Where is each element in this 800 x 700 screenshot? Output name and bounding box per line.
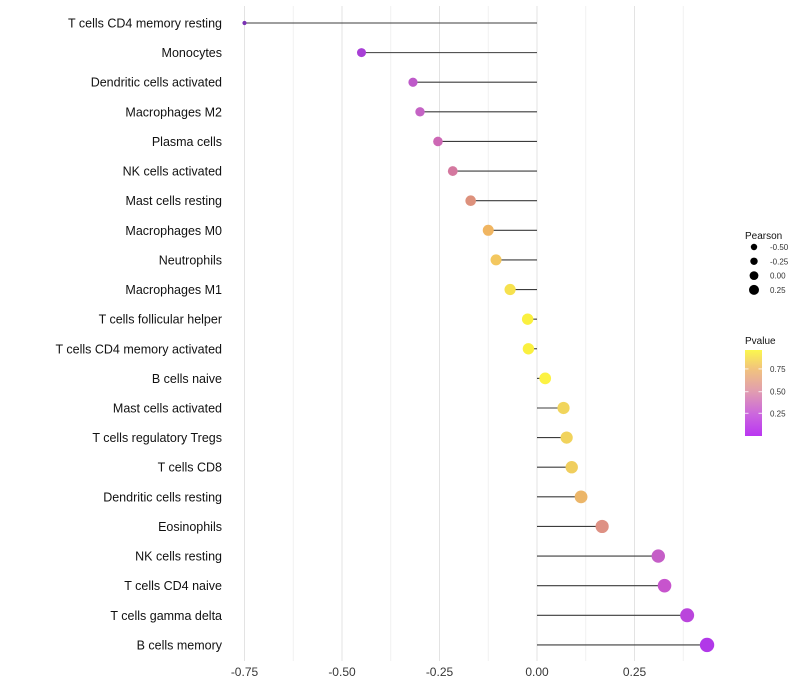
pearson-legend-dot [750,243,758,251]
chart-rows: T cells CD4 memory resting Monocytes Dendr… [56,17,715,653]
lollipop-dot [565,461,578,474]
pvalue-legend-title: Pvalue [745,336,776,347]
lollipop-dot [482,224,494,236]
pearson-size-legend: Pearson -0.50 -0.25 0.00 0.25 [745,231,789,295]
y-axis-label: NK cells activated [123,165,222,179]
lollipop-dot [651,549,665,563]
chart-row: Eosinophils [158,519,609,534]
lollipop-dot [465,195,477,206]
chart-row: Mast cells activated [113,401,570,415]
chart-row: Neutrophils [159,253,537,267]
lollipop-dot [242,20,247,26]
x-tick-label: -0.75 [231,665,259,679]
pearson-legend-entries: -0.50 -0.25 0.00 0.25 [749,243,789,295]
lollipop-dot [522,343,535,355]
lollipop-dot [504,283,516,296]
chart-row: T cells CD4 naive [124,578,672,593]
chart-row: B cells memory [137,637,715,653]
pvalue-gradient-bar [745,350,762,436]
pearson-legend-label: -0.25 [770,257,789,266]
lollipop-dot [557,401,570,415]
y-axis-label: T cells CD4 memory activated [56,342,223,356]
pearson-legend-dot [750,257,758,265]
pearson-legend-dot [749,271,759,280]
y-axis-label: Plasma cells [152,135,222,149]
lollipop-dot [357,48,366,58]
lollipop-dot [680,608,695,623]
x-tick-label: -0.50 [328,665,356,679]
lollipop-dot [433,136,443,147]
y-axis-label: Mast cells resting [125,194,222,208]
chart-row: Monocytes [162,46,537,60]
y-axis-label: NK cells resting [135,550,222,564]
y-axis-label: T cells gamma delta [110,609,222,623]
chart-row: Macrophages M1 [125,283,537,297]
x-tick-label: 0.00 [525,665,549,679]
chart-row: Mast cells resting [125,194,537,208]
chart-row: T cells follicular helper [99,313,537,327]
x-tick-label: -0.25 [426,665,454,679]
lollipop-dot [447,166,458,176]
pvalue-legend-label: 0.75 [770,365,786,374]
y-axis-label: Monocytes [162,46,222,60]
y-axis-label: Macrophages M2 [125,105,222,119]
y-axis-label: T cells CD4 naive [124,579,222,593]
y-axis-label: Macrophages M0 [125,224,222,238]
y-axis-label: T cells CD4 memory resting [68,17,222,31]
y-axis-label: T cells CD8 [158,461,222,475]
chart-row: T cells regulatory Tregs [92,431,573,445]
pvalue-legend-ticks: 0.75 0.50 0.25 [745,365,786,418]
chart-row: Plasma cells [152,135,537,149]
pearson-legend-label: 0.25 [770,286,786,295]
chart-row: NK cells resting [135,549,665,564]
y-axis-label: B cells naive [152,372,222,386]
x-tick-label: 0.25 [623,665,647,679]
pearson-legend-title: Pearson [745,231,782,242]
pvalue-legend-label: 0.25 [770,409,786,418]
pvalue-color-legend: Pvalue 0.75 0.50 0.25 [745,336,786,436]
chart-row: Dendritic cells activated [91,76,537,90]
lollipop-dot [408,77,418,87]
chart-row: Macrophages M0 [125,224,537,238]
lollipop-dot [699,637,715,653]
pvalue-legend-label: 0.50 [770,388,786,397]
pearson-legend-label: -0.50 [770,243,789,252]
pearson-legend-label: 0.00 [770,272,786,281]
chart-row: T cells CD8 [158,461,578,475]
lollipop-dot [539,372,552,385]
chart-row: B cells naive [152,372,552,386]
y-axis-label: Dendritic cells resting [103,490,222,504]
lollipop-dot [595,519,609,534]
lollipop-dot [521,313,534,325]
y-axis-label: Macrophages M1 [125,283,222,297]
chart-row: Dendritic cells resting [103,490,588,504]
lollipop-dot [415,107,425,117]
y-axis-label: B cells memory [137,638,223,652]
y-axis-label: Mast cells activated [113,401,222,415]
lollipop-dot [574,490,588,504]
chart-row: T cells CD4 memory activated [56,342,537,356]
lollipop-dot [560,431,573,444]
lollipop-dot [490,254,502,266]
gridlines [244,6,684,661]
chart-row: T cells gamma delta [110,608,695,623]
x-axis: -0.75 -0.50 -0.25 0.00 0.25 [231,665,647,679]
pearson-legend-dot [749,284,759,295]
y-axis-label: Eosinophils [158,520,222,534]
lollipop-dot [657,578,672,593]
chart-row: NK cells activated [123,165,537,179]
chart-row: T cells CD4 memory resting [68,17,537,31]
y-axis-label: Neutrophils [159,253,222,267]
chart-row: Macrophages M2 [125,105,537,119]
y-axis-label: T cells follicular helper [99,313,222,327]
y-axis-label: T cells regulatory Tregs [92,431,222,445]
y-axis-label: Dendritic cells activated [91,76,222,90]
